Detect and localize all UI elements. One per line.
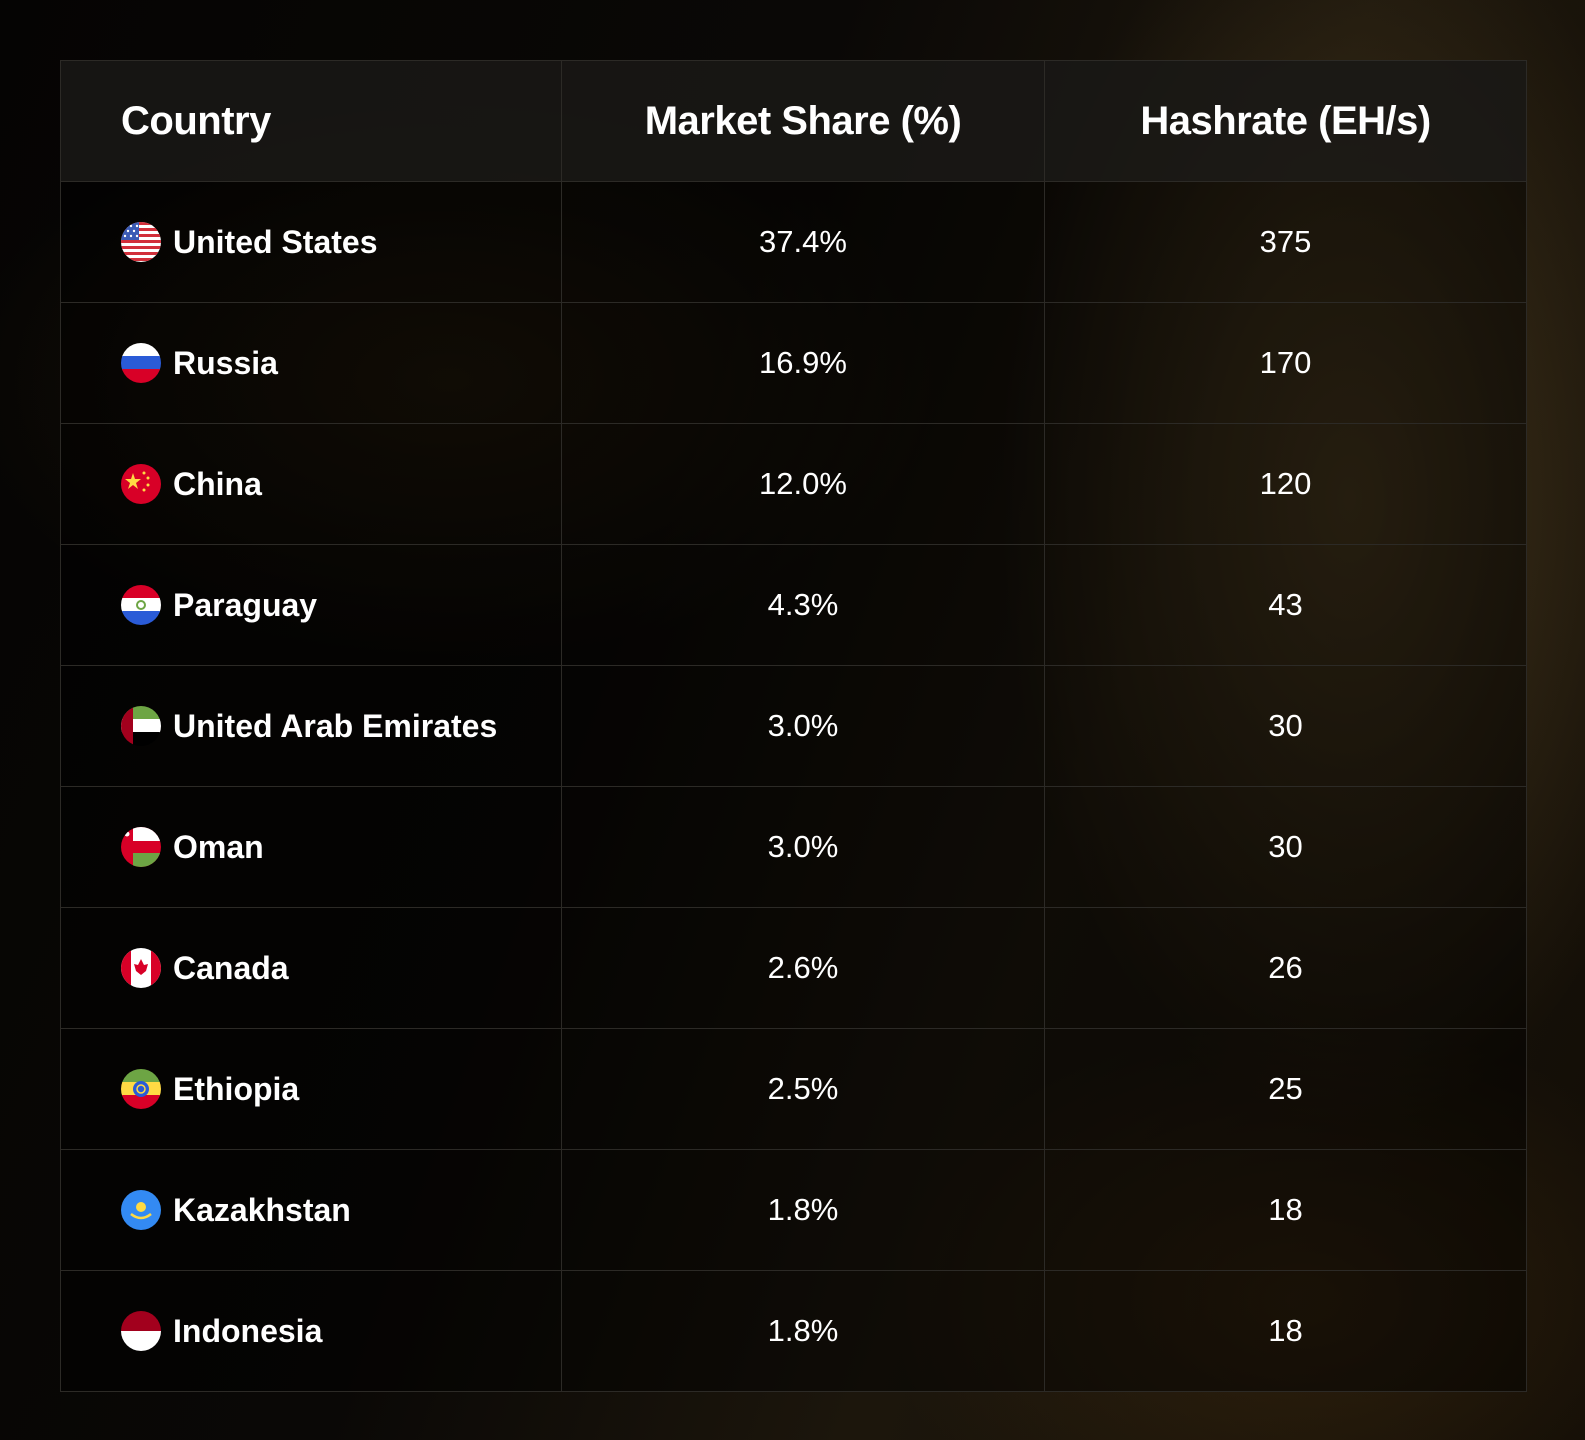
canada-flag-icon <box>121 948 161 988</box>
country-name: Oman <box>173 828 264 865</box>
uae-flag-icon <box>121 706 161 746</box>
market-share-cell: 37.4% <box>561 182 1044 302</box>
kazakhstan-flag-icon <box>121 1190 161 1230</box>
country-name: Indonesia <box>173 1312 323 1349</box>
country-cell: United Arab Emirates <box>61 666 561 786</box>
country-name: Canada <box>173 949 289 986</box>
hashrate-cell: 43 <box>1044 545 1526 665</box>
country-cell: Oman <box>61 787 561 907</box>
table-header: Country Market Share (%) Hashrate (EH/s) <box>61 61 1526 181</box>
table-row: United Arab Emirates 3.0% 30 <box>61 665 1526 786</box>
table-row: China 12.0% 120 <box>61 423 1526 544</box>
country-name: United States <box>173 223 378 260</box>
market-share-cell: 1.8% <box>561 1150 1044 1270</box>
paraguay-flag-icon <box>121 585 161 625</box>
us-flag-icon <box>121 222 161 262</box>
country-cell: China <box>61 424 561 544</box>
hashrate-cell: 25 <box>1044 1029 1526 1149</box>
country-cell: Indonesia <box>61 1271 561 1391</box>
country-name: Kazakhstan <box>173 1191 351 1228</box>
market-share-cell: 1.8% <box>561 1271 1044 1391</box>
hashrate-cell: 26 <box>1044 908 1526 1028</box>
hashrate-cell: 18 <box>1044 1271 1526 1391</box>
indonesia-flag-icon <box>121 1311 161 1351</box>
hashrate-cell: 375 <box>1044 182 1526 302</box>
country-cell: Russia <box>61 303 561 423</box>
country-name: China <box>173 465 262 502</box>
table-row: Kazakhstan 1.8% 18 <box>61 1149 1526 1270</box>
country-cell: Canada <box>61 908 561 1028</box>
country-name: Ethiopia <box>173 1070 300 1107</box>
table-row: Indonesia 1.8% 18 <box>61 1270 1526 1391</box>
country-cell: Ethiopia <box>61 1029 561 1149</box>
hashrate-cell: 170 <box>1044 303 1526 423</box>
ethiopia-flag-icon <box>121 1069 161 1109</box>
hashrate-cell: 18 <box>1044 1150 1526 1270</box>
market-share-cell: 3.0% <box>561 666 1044 786</box>
market-share-cell: 2.6% <box>561 908 1044 1028</box>
country-cell: Paraguay <box>61 545 561 665</box>
market-share-cell: 16.9% <box>561 303 1044 423</box>
hashrate-cell: 120 <box>1044 424 1526 544</box>
table-row: Oman 3.0% 30 <box>61 786 1526 907</box>
header-country: Country <box>121 98 271 143</box>
table-row: United States 37.4% 375 <box>61 181 1526 302</box>
oman-flag-icon <box>121 827 161 867</box>
russia-flag-icon <box>121 343 161 383</box>
mining-table: Country Market Share (%) Hashrate (EH/s)… <box>60 60 1527 1392</box>
market-share-cell: 3.0% <box>561 787 1044 907</box>
country-cell: United States <box>61 182 561 302</box>
table-row: Canada 2.6% 26 <box>61 907 1526 1028</box>
country-name: Paraguay <box>173 586 318 623</box>
country-cell: Kazakhstan <box>61 1150 561 1270</box>
table-row: Paraguay 4.3% 43 <box>61 544 1526 665</box>
country-name: United Arab Emirates <box>173 707 498 744</box>
hashrate-cell: 30 <box>1044 787 1526 907</box>
country-name: Russia <box>173 344 278 381</box>
table-row: Ethiopia 2.5% 25 <box>61 1028 1526 1149</box>
market-share-cell: 2.5% <box>561 1029 1044 1149</box>
market-share-cell: 12.0% <box>561 424 1044 544</box>
header-hashrate: Hashrate (EH/s) <box>1044 61 1526 181</box>
china-flag-icon <box>121 464 161 504</box>
market-share-cell: 4.3% <box>561 545 1044 665</box>
header-market-share: Market Share (%) <box>561 61 1044 181</box>
hashrate-cell: 30 <box>1044 666 1526 786</box>
table-row: Russia 16.9% 170 <box>61 302 1526 423</box>
